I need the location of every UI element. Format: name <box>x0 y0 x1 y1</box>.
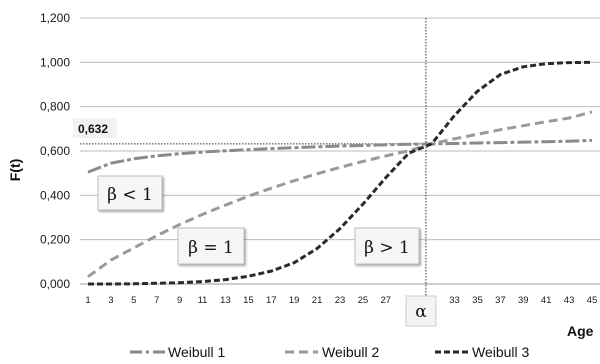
legend: Weibull 1 Weibull 2 Weibull 3 <box>130 344 530 360</box>
x-tick-label: 27 <box>381 295 392 306</box>
annotation-beta-equal-1-text: β = 1 <box>188 238 234 258</box>
y-tick-label: 0,000 <box>40 277 70 291</box>
alpha-text: α <box>415 302 427 322</box>
x-tick-label: 37 <box>495 295 506 306</box>
y-tick-label: 1,200 <box>40 11 70 25</box>
x-tick-label: 33 <box>449 295 460 306</box>
x-axis-title: Age <box>567 323 594 339</box>
x-tick-label: 45 <box>587 295 598 306</box>
x-tick-label: 41 <box>541 295 552 306</box>
series-lines <box>87 60 593 286</box>
annotation-beta-less-1 <box>97 175 163 211</box>
y-axis-ticks: 0,000 0,200 0,400 0,600 0,800 1,000 1,200 <box>40 11 70 291</box>
x-tick-label: 25 <box>358 295 369 306</box>
x-tick-label: 7 <box>154 295 159 306</box>
annotation-beta-equal-1 <box>177 227 245 265</box>
x-axis-ticks: 135791113151719212325273133353739414345 <box>85 295 597 306</box>
x-tick-label: 9 <box>177 295 182 306</box>
y-tick-label: 1,000 <box>40 55 70 69</box>
series-line-weibull-3 <box>88 60 593 286</box>
x-tick-label: 39 <box>518 295 529 306</box>
x-tick-label: 5 <box>131 295 136 306</box>
x-tick-label: 35 <box>472 295 483 306</box>
reference-value-label: 0,632 <box>73 118 117 138</box>
series-line-weibull-2 <box>87 110 593 278</box>
y-axis-title: F(t) <box>7 159 23 182</box>
x-tick-label: 15 <box>243 295 254 306</box>
x-tick-label: 43 <box>564 295 575 306</box>
y-tick-label: 0,200 <box>40 233 70 247</box>
legend-label-weibull-1: Weibull 1 <box>168 344 226 360</box>
x-tick-label: 17 <box>266 295 277 306</box>
x-tick-label: 21 <box>312 295 323 306</box>
reference-value-text: 0,632 <box>78 122 108 136</box>
x-tick-label: 11 <box>198 295 208 306</box>
legend-label-weibull-2: Weibull 2 <box>322 344 380 360</box>
y-tick-label: 0,600 <box>40 144 70 158</box>
series-line-weibull-1 <box>87 138 593 174</box>
y-tick-label: 0,400 <box>40 188 70 202</box>
y-tick-label: 0,800 <box>40 100 70 114</box>
x-tick-label: 3 <box>108 295 113 306</box>
alpha-label: α <box>405 295 437 327</box>
annotation-beta-greater-1 <box>354 227 420 265</box>
x-tick-label: 19 <box>289 295 300 306</box>
annotation-beta-less-1-text: β < 1 <box>107 185 153 205</box>
x-tick-label: 1 <box>85 295 90 306</box>
x-tick-label: 13 <box>220 295 231 306</box>
gridlines <box>80 17 600 285</box>
legend-label-weibull-3: Weibull 3 <box>472 344 530 360</box>
x-tick-label: 23 <box>335 295 346 306</box>
annotation-beta-greater-1-text: β > 1 <box>364 238 410 258</box>
